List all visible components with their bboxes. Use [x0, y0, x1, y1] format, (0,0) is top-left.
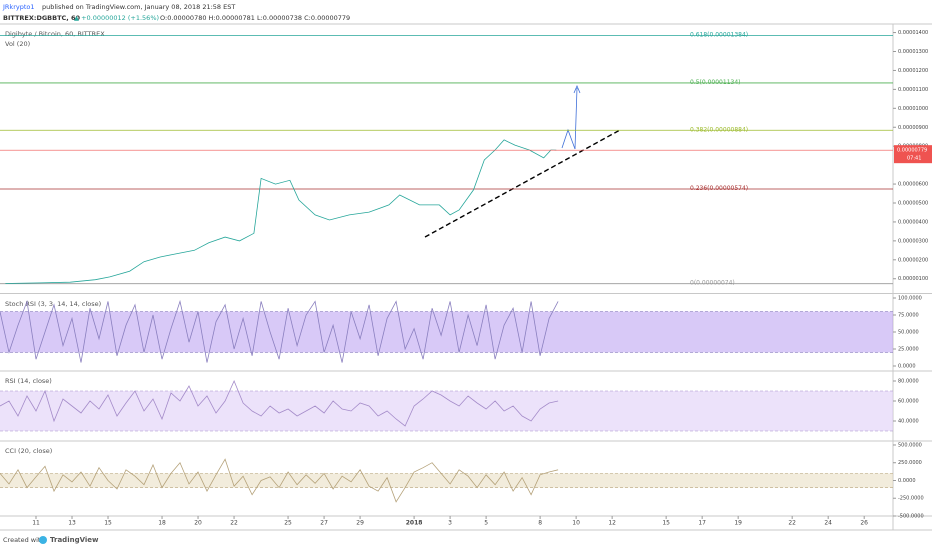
x-tick-label: 13 [68, 520, 76, 527]
band-fill [0, 473, 893, 488]
y-tick-label: 0.00001100 [898, 87, 928, 93]
x-tick-label: 19 [734, 520, 742, 527]
y-tick-label: 0.00001000 [898, 106, 928, 112]
symbol: BITTREX:DGBBTC, 60 [3, 14, 81, 22]
y-tick-label: 0.00000500 [898, 201, 928, 207]
y-tick-label: -250.0000 [898, 496, 924, 502]
y-tick-label: 0.00000300 [898, 238, 928, 244]
y-tick-label: 0.00001300 [898, 49, 928, 55]
x-tick-label: 11 [32, 520, 40, 527]
y-tick-label: 0.00000100 [898, 276, 928, 282]
ohlc: O:0.00000780 H:0.00000781 L:0.00000738 C… [160, 14, 350, 22]
y-tick-label: 250.0000 [898, 460, 922, 466]
x-tick-label: 22 [788, 520, 796, 527]
fib-label: 0.236(0.00000574) [690, 185, 748, 192]
y-tick-label: 0.00000400 [898, 219, 928, 225]
pane-title: RSI (14, close) [5, 377, 52, 385]
x-tick-label: 24 [824, 520, 832, 527]
last-price-label: 0.00000779 [897, 148, 927, 154]
y-tick-label: 80.0000 [898, 379, 919, 385]
brand-logo [39, 536, 47, 544]
pane-title: Digibyte / Bitcoin, 60, BITTREX [5, 30, 105, 38]
series-line [0, 299, 559, 363]
author[interactable]: JRkrypto1 [2, 3, 35, 11]
change: ▲ +0.00000012 (+1.56%) [74, 14, 159, 22]
y-tick-label: -500.0000 [898, 513, 924, 519]
pane-title: Stoch RSI (3, 3, 14, 14, close) [5, 300, 101, 308]
y-tick-label: 75.0000 [898, 312, 919, 318]
x-tick-label: 8 [538, 520, 542, 527]
band-fill [0, 391, 893, 431]
brand[interactable]: TradingView [50, 536, 99, 544]
pane-subtitle: Vol (20) [5, 40, 30, 48]
series-line [0, 458, 559, 503]
x-tick-label: 29 [356, 520, 364, 527]
fib-label: 0.382(0.00000884) [690, 126, 748, 133]
fib-label: 0(0.00000074) [690, 280, 735, 287]
fib-label: 0.5(0.00001134) [690, 79, 741, 86]
y-tick-label: 25.0000 [898, 346, 919, 352]
series-line [0, 379, 559, 427]
x-tick-label: 12 [608, 520, 616, 527]
x-tick-label: 10 [572, 520, 580, 527]
footer-text: Created with [3, 536, 45, 544]
x-tick-label: 17 [698, 520, 706, 527]
x-tick-label: 25 [284, 520, 292, 527]
x-tick-label: 15 [662, 520, 670, 527]
y-tick-label: 500.0000 [898, 442, 922, 448]
x-tick-label: 22 [230, 520, 238, 527]
x-tick-label: 15 [104, 520, 112, 527]
y-tick-label: 0.0000 [898, 478, 916, 484]
x-tick-label: 27 [320, 520, 328, 527]
x-tick-label: 18 [158, 520, 166, 527]
last-price-tag [894, 145, 932, 164]
band-fill [0, 311, 893, 353]
y-tick-label: 60.0000 [898, 399, 919, 405]
y-tick-label: 0.00001200 [898, 68, 928, 74]
y-tick-label: 0.00000900 [898, 125, 928, 131]
y-tick-label: 0.00000600 [898, 182, 928, 188]
y-tick-label: 0.0000 [898, 363, 916, 369]
fib-label: 0.618(0.00001384) [690, 32, 748, 39]
countdown: 07:41 [907, 156, 921, 162]
x-tick-label: 20 [194, 520, 202, 527]
y-tick-label: 0.00001400 [898, 30, 928, 36]
x-tick-label: 2018 [406, 520, 423, 527]
pane-title: CCI (20, close) [5, 447, 52, 455]
x-tick-label: 26 [860, 520, 868, 527]
published: published on TradingView.com, January 08… [42, 3, 235, 11]
y-tick-label: 50.0000 [898, 329, 919, 335]
x-tick-label: 3 [448, 520, 452, 527]
projection-arrow [573, 84, 581, 150]
y-tick-label: 0.00000200 [898, 257, 928, 263]
y-tick-label: 40.0000 [898, 419, 919, 425]
y-tick-label: 100.0000 [898, 295, 922, 301]
x-tick-label: 5 [484, 520, 488, 527]
trend-line [424, 129, 621, 238]
